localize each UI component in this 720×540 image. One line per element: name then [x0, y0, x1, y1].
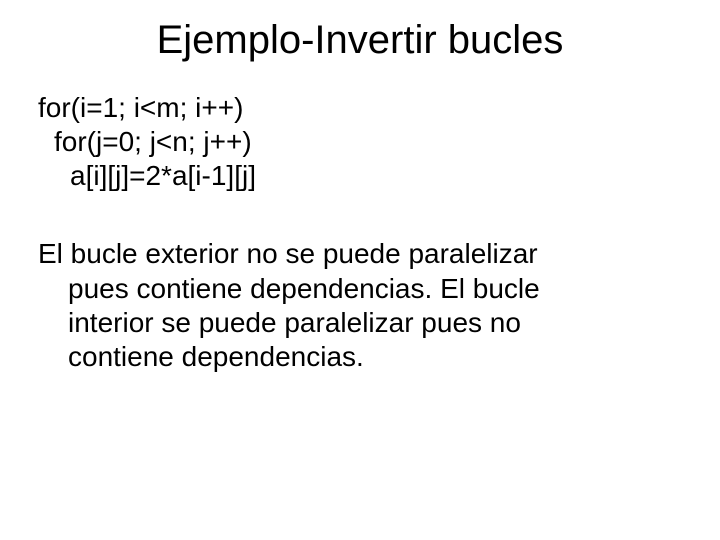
paragraph-line-2: pues contiene dependencias. El bucle [38, 272, 672, 306]
slide-title: Ejemplo-Invertir bucles [0, 0, 720, 91]
paragraph-line-3: interior se puede paralelizar pues no [38, 306, 672, 340]
code-line-1: for(i=1; i<m; i++) [38, 91, 672, 125]
paragraph-line-4: contiene dependencias. [38, 340, 672, 374]
explanation-paragraph: El bucle exterior no se puede paraleliza… [38, 237, 672, 374]
slide-body: for(i=1; i<m; i++) for(j=0; j<n; j++) a[… [0, 91, 720, 374]
paragraph-line-1: El bucle exterior no se puede paraleliza… [38, 237, 672, 271]
code-line-2: for(j=0; j<n; j++) [38, 125, 672, 159]
code-line-3: a[i][j]=2*a[i-1][j] [38, 159, 672, 193]
slide: Ejemplo-Invertir bucles for(i=1; i<m; i+… [0, 0, 720, 540]
